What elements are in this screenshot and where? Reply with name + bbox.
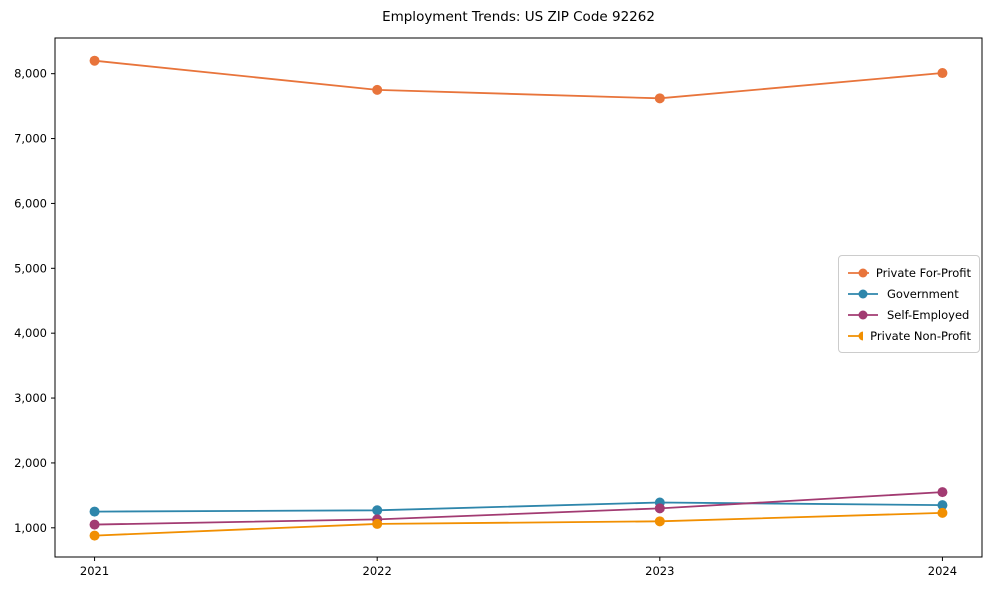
plot-frame: [54, 37, 983, 558]
legend-label: Private For-Profit: [875, 265, 971, 280]
x-tick-label: 2024: [928, 564, 957, 578]
legend-line-marker-icon: [848, 310, 878, 319]
data-point-marker: [937, 500, 948, 511]
legend-item: Self-Employed: [846, 304, 971, 325]
y-tick-label: 3,000: [14, 391, 47, 405]
data-point-marker: [937, 487, 948, 498]
legend: Private For-Profit Government Self-Employe…: [838, 255, 980, 353]
legend-item: Private Non-Profit: [846, 325, 971, 346]
data-point-marker: [372, 518, 383, 529]
series-line: [94, 491, 943, 526]
data-point-marker: [937, 68, 948, 79]
y-tick-label: 7,000: [14, 132, 47, 146]
x-tick-label: 2021: [80, 564, 109, 578]
chart-title: Employment Trends: US ZIP Code 92262: [382, 9, 655, 25]
y-tick-label: 8,000: [14, 67, 47, 81]
data-point-marker: [89, 55, 100, 66]
data-point-marker: [654, 93, 665, 104]
data-point-marker: [89, 530, 100, 541]
data-point-marker: [89, 506, 100, 517]
y-tick-label: 4,000: [14, 326, 47, 340]
legend-item: Government: [846, 283, 971, 304]
y-tick-label: 6,000: [14, 196, 47, 210]
legend-label: Government: [887, 286, 959, 301]
legend-line-marker-icon: [848, 268, 869, 277]
series-line: [94, 501, 943, 513]
data-point-marker: [654, 503, 665, 514]
y-tick-label: 2,000: [14, 456, 47, 470]
legend-label: Self-Employed: [887, 307, 970, 322]
data-point-marker: [937, 507, 948, 518]
legend-label: Private Non-Profit: [870, 328, 971, 343]
data-point-marker: [372, 505, 383, 516]
legend-item: Private For-Profit: [846, 262, 971, 283]
x-tick-label: 2022: [363, 564, 392, 578]
x-tick-label: 2023: [645, 564, 674, 578]
series-line: [94, 59, 943, 100]
data-point-marker: [372, 84, 383, 95]
series-line: [94, 511, 943, 537]
legend-line-marker-icon: [848, 331, 864, 340]
y-tick-label: 5,000: [14, 261, 47, 275]
y-tick-label: 1,000: [14, 521, 47, 535]
legend-line-marker-icon: [848, 289, 878, 298]
data-point-marker: [654, 516, 665, 527]
data-point-marker: [89, 519, 100, 530]
